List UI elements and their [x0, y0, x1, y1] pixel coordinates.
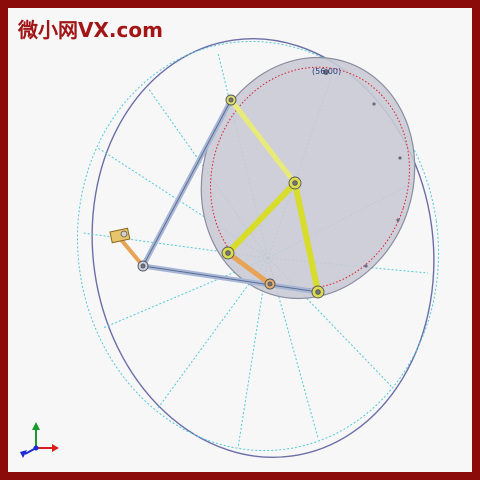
- joint-pins[interactable]: [137, 69, 329, 299]
- axis-triad-icon: [20, 422, 59, 458]
- construction-ellipse: [76, 40, 440, 452]
- slider-block[interactable]: [109, 227, 131, 244]
- link-orange-lower[interactable]: [225, 250, 273, 287]
- cad-viewport[interactable]: (56.00): [8, 8, 472, 472]
- watermark-logo: 微小网VX.com: [18, 18, 163, 42]
- outer-ellipse: [91, 38, 435, 458]
- link-yellow-right[interactable]: [292, 180, 321, 295]
- link-yellow-top[interactable]: [228, 97, 298, 186]
- link-blue-left-edge: [142, 99, 232, 267]
- joint-disc-top: [323, 69, 329, 75]
- viewport-frame: (56.00) 微小网VX.com: [8, 8, 472, 472]
- link-yellow-center[interactable]: [225, 180, 298, 256]
- coordinate-readout: (56.00): [312, 67, 341, 76]
- link-blue-bottom-edge: [142, 265, 319, 293]
